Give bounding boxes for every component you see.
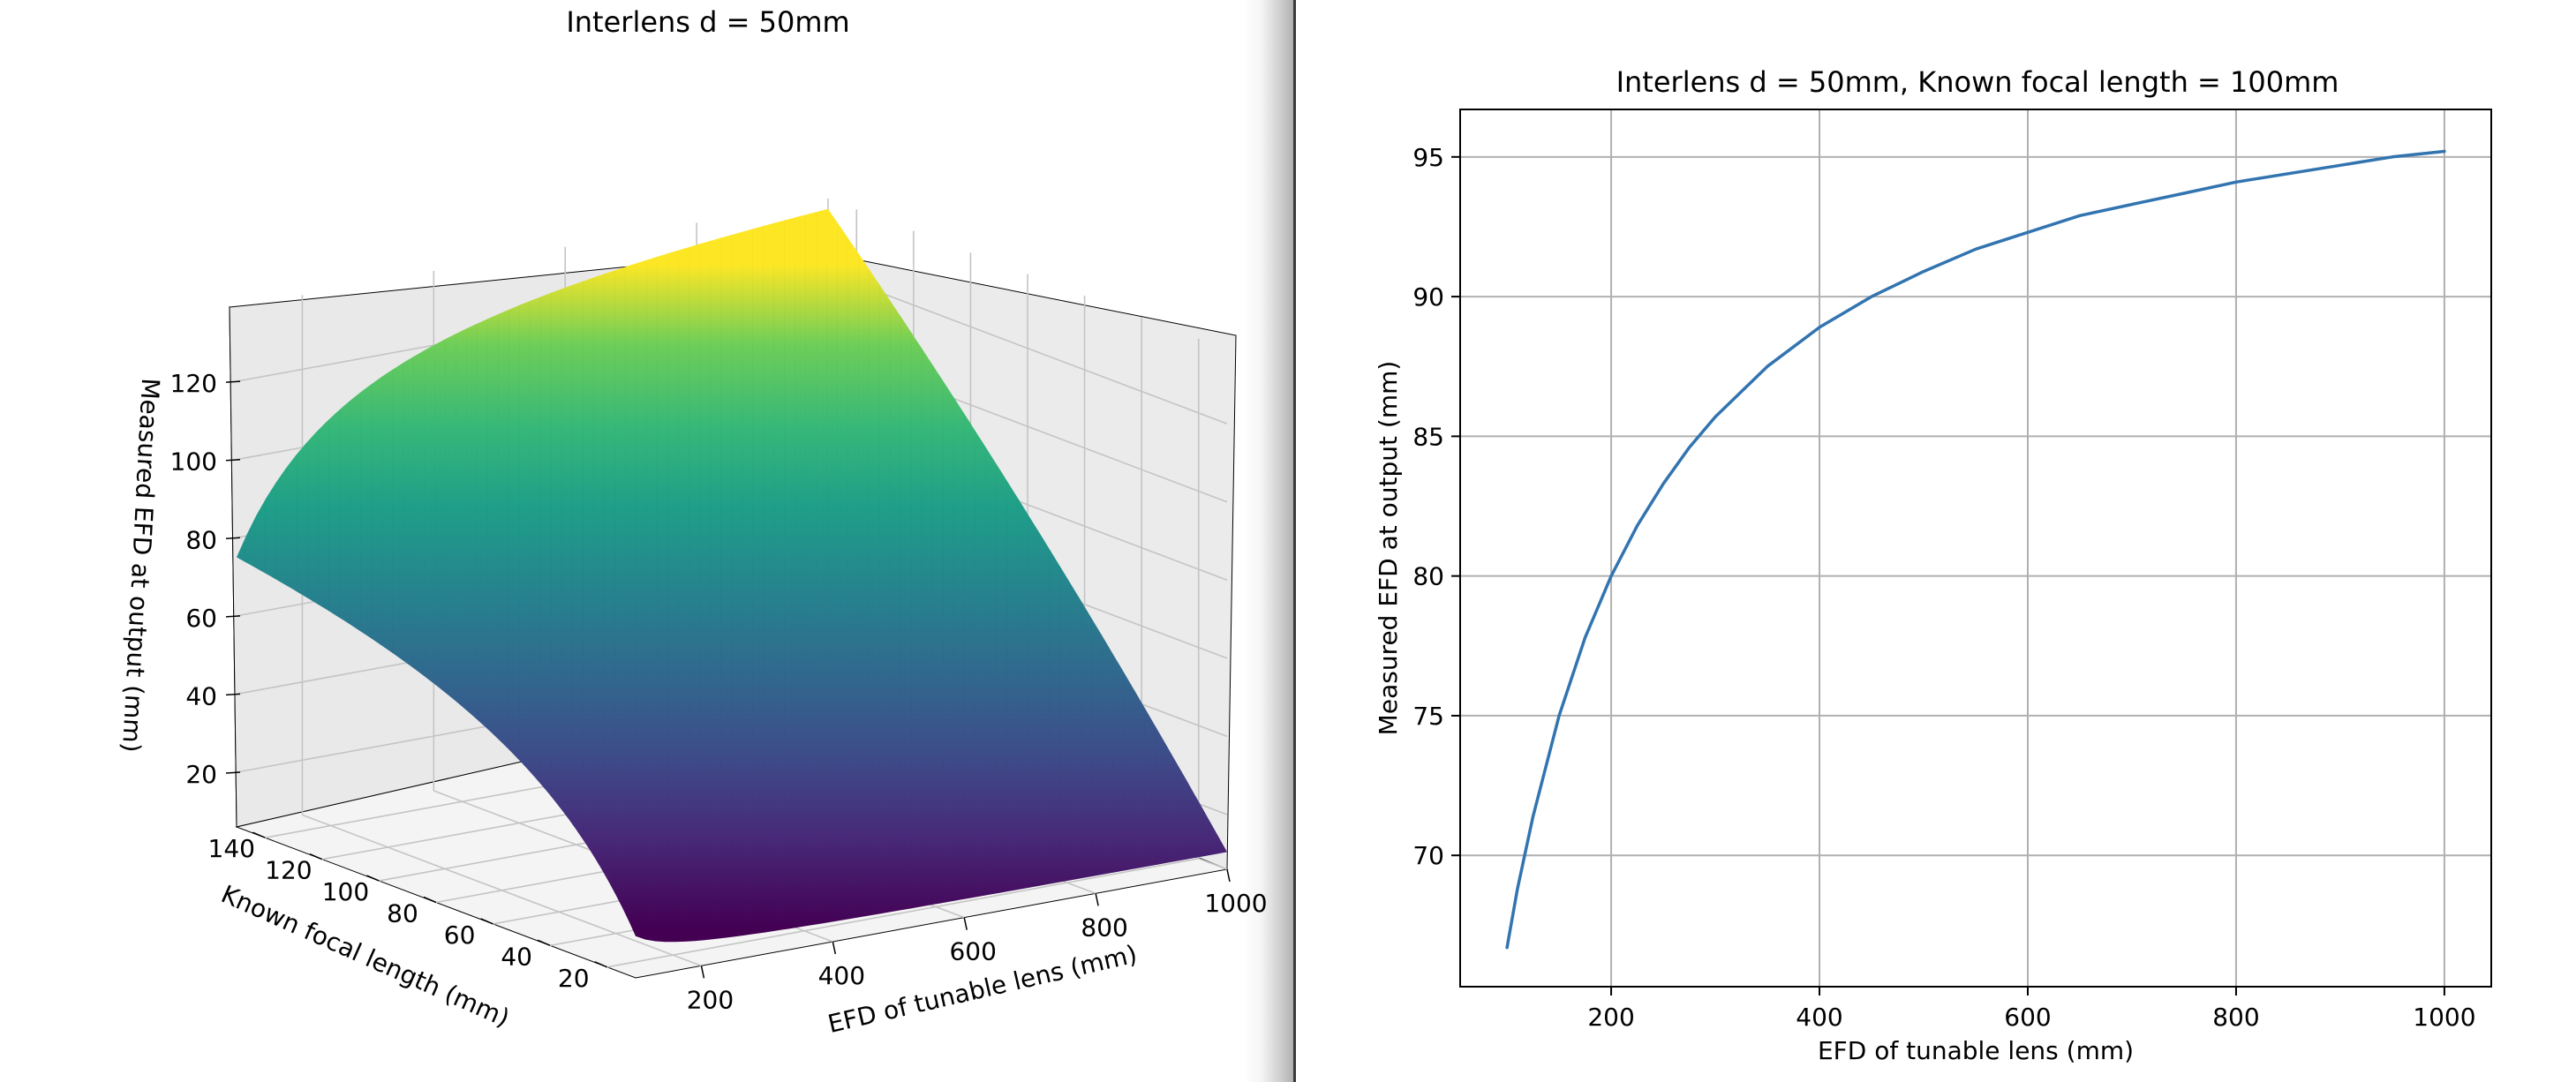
y-tick-label: 60 — [444, 920, 476, 950]
y-tick-label: 20 — [558, 964, 590, 993]
line-chart-x-axis-label: EFD of tunable lens (mm) — [1818, 1036, 2134, 1065]
line-x-tick-label: 200 — [1587, 1003, 1634, 1032]
line-chart-x-ticks: 200 400 600 800 1000 — [1587, 987, 2476, 1032]
y-tick-label: 140 — [208, 834, 255, 863]
x-tick-label: 200 — [687, 985, 734, 1014]
surface-mesh-lines — [237, 208, 1227, 943]
panel-divider — [1293, 0, 1296, 1082]
x-tick-label: 600 — [949, 937, 996, 966]
z-tick-label: 40 — [185, 681, 217, 710]
z-tick-label: 60 — [185, 604, 217, 633]
line-y-tick-label: 75 — [1412, 702, 1444, 731]
z-tick-label: 120 — [170, 369, 217, 398]
line-chart-panel: Interlens d = 50mm, Known focal length =… — [1296, 0, 2576, 1082]
y-axis-ticks: 20 40 60 80 100 120 140 — [208, 831, 608, 993]
z-tick-label: 80 — [185, 525, 217, 554]
line-y-tick-label: 80 — [1412, 562, 1444, 591]
line-chart-title: Interlens d = 50mm, Known focal length =… — [1616, 65, 2339, 99]
line-chart-grid — [1460, 109, 2491, 987]
line-chart-y-ticks: 70 75 80 85 90 95 — [1412, 143, 1460, 870]
line-chart: Interlens d = 50mm, Known focal length =… — [1374, 65, 2492, 1065]
plot-area-frame — [1459, 109, 2492, 988]
line-x-tick-label: 600 — [2004, 1003, 2051, 1032]
x-tick-label: 400 — [818, 961, 865, 990]
y-tick-label: 120 — [265, 856, 312, 885]
line-y-tick-label: 95 — [1412, 143, 1444, 172]
surface-plot-title: Interlens d = 50mm — [566, 5, 849, 39]
line-x-tick-label: 800 — [2212, 1003, 2259, 1032]
surface-plot: Interlens d = 50mm 20 40 60 80 100 120 200 400… — [117, 5, 1268, 1039]
y-tick-label: 80 — [387, 899, 418, 928]
line-chart-y-axis-label: Measured EFD at output (mm) — [1374, 361, 1403, 736]
line-y-tick-label: 85 — [1412, 422, 1444, 451]
surface-plot-panel: Interlens d = 50mm 20 40 60 80 100 120 200 400… — [117, 5, 1268, 1039]
x-axis-ticks: 200 400 600 800 1000 — [687, 868, 1268, 1014]
y-tick-label: 100 — [322, 877, 369, 906]
line-y-tick-label: 70 — [1412, 841, 1444, 870]
z-axis-ticks: 20 40 60 80 100 120 — [170, 369, 241, 789]
series-line — [1505, 149, 2446, 950]
x-tick-label: 1000 — [1204, 889, 1267, 918]
z-tick-label: 100 — [170, 447, 217, 477]
line-x-tick-label: 400 — [1796, 1003, 1842, 1032]
panel-divider-shadow — [1243, 0, 1294, 1082]
line-x-tick-label: 1000 — [2413, 1003, 2475, 1032]
line-y-tick-label: 90 — [1412, 282, 1444, 312]
y-tick-label: 40 — [501, 942, 532, 971]
z-axis-label: Measured EFD at output (mm) — [117, 378, 165, 754]
z-tick-label: 20 — [185, 760, 217, 789]
x-tick-label: 800 — [1081, 913, 1127, 942]
